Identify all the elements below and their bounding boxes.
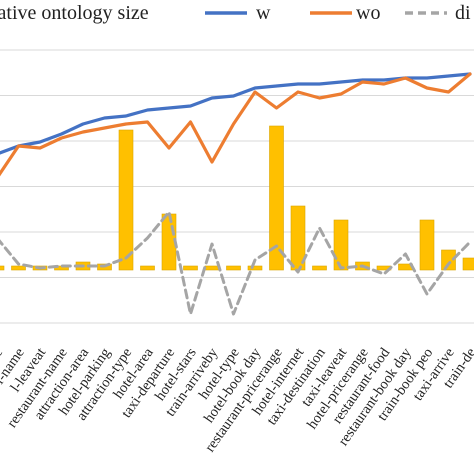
line-series (0, 72, 472, 316)
bar (441, 249, 456, 271)
bar (333, 219, 349, 271)
series-wo-line (0, 72, 472, 177)
bar (226, 265, 241, 271)
series-di-line (0, 210, 472, 316)
legend-title: lative ontology size (0, 2, 149, 24)
bar (183, 265, 198, 271)
legend-label-di: di (455, 2, 471, 24)
bar (140, 265, 155, 271)
x-tick-labels: el-namel-leaveatrestaurant-nameattractio… (0, 345, 474, 456)
bar (0, 265, 5, 271)
bar (247, 265, 263, 271)
bar (312, 265, 327, 271)
legend-label-w: w (256, 2, 271, 24)
bar (11, 265, 26, 271)
bar (118, 129, 134, 271)
bar (419, 219, 435, 271)
bar-series (0, 125, 474, 271)
bar (204, 265, 220, 271)
x-tick-label: e (0, 345, 6, 359)
legend-label-wo: wo (356, 2, 380, 24)
bar (269, 125, 284, 271)
legend: lative ontology size w wo di (0, 2, 471, 24)
series-w-line (0, 72, 472, 155)
bar (462, 257, 474, 271)
gridlines (0, 49, 474, 324)
